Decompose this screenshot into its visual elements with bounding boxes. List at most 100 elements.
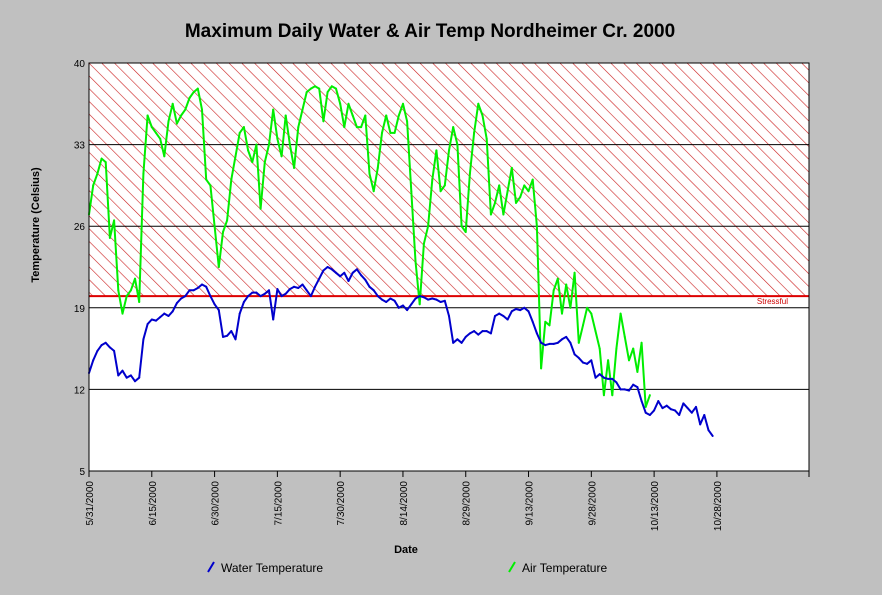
air-temp-segment [402,102,409,123]
air-temp-segment [259,161,266,210]
air-temp-segment [473,102,480,134]
air-temp-segment [477,102,484,117]
air-temp-segment [155,131,162,140]
water-temp-segment [682,402,689,410]
air-temp-segment [452,126,459,146]
air-temp-segment [364,114,371,175]
air-temp-segment [213,225,220,268]
water-temp-segment [653,400,660,412]
air-temp-segment [117,289,124,315]
water-temp-segment [343,271,350,282]
air-temp-segment [502,190,509,216]
water-temp-segment [129,374,136,383]
air-temp-segment [138,172,145,303]
water-temp-segment [205,285,212,298]
air-temp-segment [242,126,250,152]
stressful-zone [89,63,809,297]
water-temp-segment [648,409,656,416]
stressful-threshold-label: Stressful [757,297,788,306]
water-temp-segment [695,405,702,426]
air-temp-segment [96,157,103,175]
air-temp-segment [607,359,614,397]
water-temp-segment [92,349,99,362]
air-temp-segment [443,149,450,187]
water-temp-segment [104,341,111,349]
air-temp-segment [113,219,120,292]
water-temp-segment [402,304,409,312]
x-tick-label: 8/29/2000 [462,481,473,526]
water-temp-segment [96,344,103,352]
air-temp-segment [535,225,543,370]
water-temp-segment [489,315,496,335]
air-temp-segment [297,108,304,129]
air-temp-segment [598,347,605,397]
water-temp-segment [531,320,538,335]
y-tick-label: 26 [74,222,86,233]
water-temp-segment [565,335,572,344]
air-temp-segment [150,126,157,134]
air-temp-segment [196,87,203,111]
air-temp-segment [263,143,270,164]
air-temp-segment [385,114,392,134]
water-temp-segment [707,429,714,437]
air-temp-segment [180,108,187,117]
air-temp-segment [586,306,593,315]
air-temp-segment [167,102,174,123]
water-temp-segment [678,402,685,416]
air-temp-segment [381,114,388,134]
water-temp-segment [703,414,710,432]
air-temp-segment [456,143,463,228]
water-temp-segment [372,289,379,298]
air-temp-segment [569,271,576,309]
air-temp-segment [222,219,229,233]
air-temp-segment [644,394,651,408]
air-temp-segment [142,114,149,175]
water-temp-segment [88,359,95,375]
water-temp-segment [393,299,400,309]
water-temp-segment [284,288,291,295]
water-temp-segment [272,288,279,321]
air-temp-segment [431,149,438,181]
x-axis-label: Date [394,544,418,556]
air-temp-segment [163,120,170,158]
air-temp-segment [293,126,300,169]
water-temp-segment [234,312,241,341]
air-temp-segment [515,196,522,204]
water-temp-segment [448,315,455,344]
air-temp-segment [322,91,329,123]
air-temp-segment [615,312,622,350]
air-temp-segment [422,225,430,245]
air-temp-segment [234,131,241,158]
air-temp-segment [506,166,513,193]
x-tick-label: 9/28/2000 [587,481,598,526]
y-tick-label: 40 [74,59,86,70]
air-temp-segment [464,172,471,233]
air-temp-segment [435,149,442,193]
x-tick-label: 10/13/2000 [650,481,661,531]
water-temp-segment [305,289,312,298]
air-temp-segment [565,283,572,309]
air-temp-segment [284,114,291,146]
air-temp-segment [272,108,279,140]
water-temp-segment [506,310,513,321]
x-tick-label: 6/15/2000 [148,481,159,526]
water-temp-segment [146,318,153,326]
air-temp-segment [531,178,538,228]
air-temp-segment [171,102,178,125]
air-temp-segment [217,231,224,268]
water-temp-segment [443,299,450,317]
water-temp-segment [184,289,191,298]
air-temp-segment [205,178,212,187]
air-temp-segment [498,184,505,216]
water-temp-segment [640,400,647,414]
water-temp-segment [314,277,321,288]
air-temp-segment [268,108,275,146]
air-temp-segment [594,330,601,350]
y-axis-label: Temperature (Celsius) [30,167,42,283]
air-temp-segment [439,184,446,193]
plot-frame [88,62,810,472]
water-temp-segment [276,288,283,298]
water-temp-segment [138,338,145,379]
air-temp-segment [619,312,626,338]
